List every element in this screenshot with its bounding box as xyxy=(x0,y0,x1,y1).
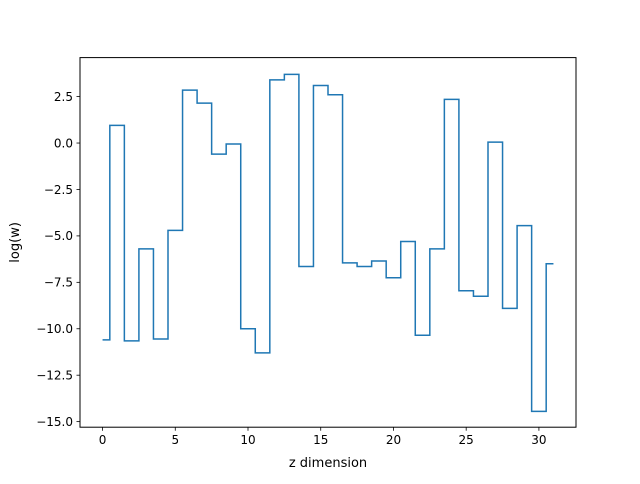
x-tick-label: 15 xyxy=(313,433,328,447)
y-tick-label: −10.0 xyxy=(36,322,73,336)
y-tick-label: −12.5 xyxy=(36,368,73,382)
x-tick-label: 30 xyxy=(531,433,546,447)
x-axis-label: z dimension xyxy=(289,456,367,471)
y-tick-label: 0.0 xyxy=(54,136,73,150)
x-tick-label: 0 xyxy=(99,433,107,447)
y-tick-label: −15.0 xyxy=(36,415,73,429)
y-tick-label: 2.5 xyxy=(54,90,73,104)
x-tick-label: 20 xyxy=(386,433,401,447)
data-layer xyxy=(102,73,554,413)
x-tick-label: 5 xyxy=(171,433,179,447)
plot-area xyxy=(80,57,576,428)
y-tick-label: −5.0 xyxy=(44,229,73,243)
axis-layer: 0 5 10 15 20 25 30 2.5 0.0 −2.5 −5.0 −7.5 −10.0 −12.5… xyxy=(36,90,546,447)
series-line-0 xyxy=(102,73,554,413)
plot-frame xyxy=(79,57,577,428)
y-tick-label: −2.5 xyxy=(44,183,73,197)
x-tick-label: 10 xyxy=(240,433,255,447)
y-axis-label: log(w) xyxy=(8,222,23,263)
x-tick-label: 25 xyxy=(459,433,474,447)
y-tick-label: −7.5 xyxy=(44,276,73,290)
